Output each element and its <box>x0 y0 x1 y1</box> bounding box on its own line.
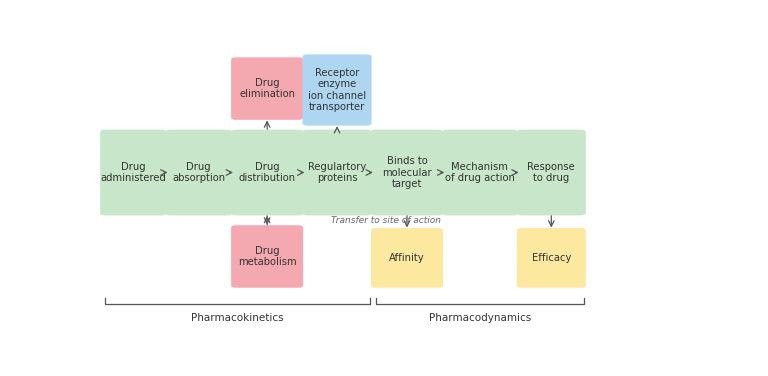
Text: Binds to
molecular
target: Binds to molecular target <box>382 156 432 189</box>
Text: Mechanism
of drug action: Mechanism of drug action <box>445 162 515 183</box>
Text: Drug
absorption: Drug absorption <box>172 162 225 183</box>
FancyBboxPatch shape <box>166 130 232 215</box>
FancyBboxPatch shape <box>371 228 443 288</box>
FancyBboxPatch shape <box>442 130 518 215</box>
Text: Receptor
enzyme
ion channel
transporter: Receptor enzyme ion channel transporter <box>308 68 366 112</box>
FancyBboxPatch shape <box>371 130 443 215</box>
FancyBboxPatch shape <box>231 225 303 288</box>
Text: Efficacy: Efficacy <box>531 253 571 263</box>
Text: Regulartory
proteins: Regulartory proteins <box>308 162 366 183</box>
FancyBboxPatch shape <box>303 130 372 215</box>
Text: Drug
elimination: Drug elimination <box>239 78 295 99</box>
FancyBboxPatch shape <box>231 57 303 120</box>
Text: Drug
administered: Drug administered <box>101 162 166 183</box>
Text: Drug
metabolism: Drug metabolism <box>238 246 296 267</box>
Text: Pharmacokinetics: Pharmacokinetics <box>191 313 283 323</box>
Text: Affinity: Affinity <box>389 253 425 263</box>
Text: Transfer to site of action: Transfer to site of action <box>331 216 441 225</box>
FancyBboxPatch shape <box>303 55 372 126</box>
FancyBboxPatch shape <box>231 130 303 215</box>
Text: Pharmacodynamics: Pharmacodynamics <box>429 313 531 323</box>
FancyBboxPatch shape <box>517 228 586 288</box>
FancyBboxPatch shape <box>100 130 166 215</box>
Text: Drug
distribution: Drug distribution <box>239 162 296 183</box>
Text: Response
to drug: Response to drug <box>528 162 575 183</box>
FancyBboxPatch shape <box>517 130 586 215</box>
